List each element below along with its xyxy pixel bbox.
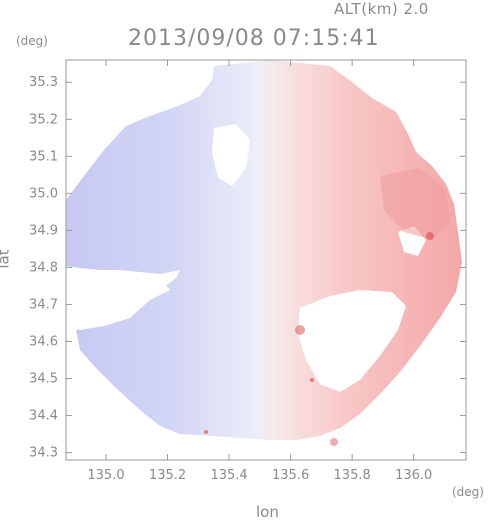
x-axis-label: lon (256, 503, 279, 521)
timestamp-title: 2013/09/08 07:15:41 (128, 26, 380, 51)
x-axis-ticks: 135.0 135.2 135.4 135.6 135.8 136.0 (87, 60, 432, 483)
echo-cluster (330, 438, 338, 446)
y-tick-label: 34.4 (29, 409, 58, 424)
y-tick-label: 34.7 (29, 297, 58, 312)
echo-cluster (426, 232, 434, 240)
coverage-gap-southeast (298, 290, 406, 392)
x-tick-label: 135.2 (149, 468, 186, 483)
coverage-gap-north (212, 124, 250, 186)
echo-cluster (310, 378, 314, 382)
x-tick-label: 135.0 (87, 468, 124, 483)
y-axis-ticks: 34.3 34.4 34.5 34.6 34.7 34.8 34.9 35.0 35.1 35.2… (29, 75, 466, 461)
y-tick-label: 35.3 (29, 75, 58, 90)
x-tick-label: 136.0 (395, 468, 432, 483)
echo-cluster (295, 325, 305, 335)
y-tick-label: 34.5 (29, 372, 58, 387)
high-velocity-patch (380, 168, 450, 240)
radar-coverage-area (66, 60, 462, 440)
y-tick-label: 35.2 (29, 112, 58, 127)
y-tick-label: 35.0 (29, 186, 58, 201)
plot-frame (65, 59, 467, 461)
y-tick-label: 34.9 (29, 223, 58, 238)
x-tick-label: 135.6 (272, 468, 309, 483)
x-tick-label: 135.4 (210, 468, 247, 483)
y-axis-unit: (deg) (16, 34, 48, 48)
radar-data-field (66, 60, 462, 446)
y-tick-label: 35.1 (29, 149, 58, 164)
echo-cluster (204, 430, 208, 434)
x-axis-unit: (deg) (452, 485, 484, 499)
y-tick-label: 34.8 (29, 260, 58, 275)
altitude-label: ALT(km) 2.0 (334, 0, 429, 18)
coverage-gap-west (68, 268, 170, 330)
x-tick-label: 135.8 (334, 468, 371, 483)
y-tick-label: 34.3 (29, 446, 58, 461)
y-tick-label: 34.6 (29, 334, 58, 349)
